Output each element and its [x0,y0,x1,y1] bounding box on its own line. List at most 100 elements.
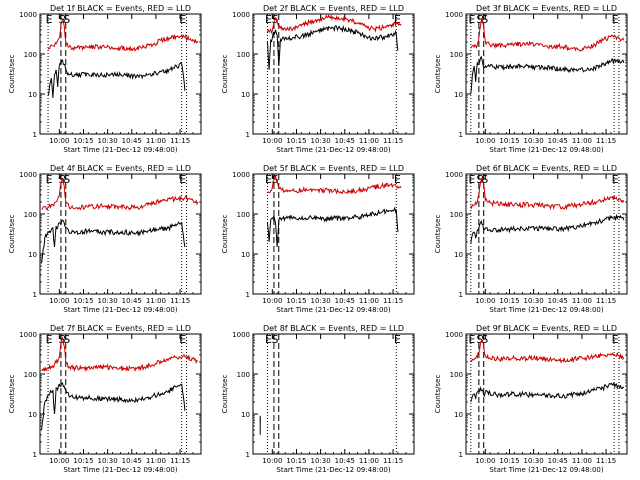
x-tick-label: 10:30 [524,137,544,145]
chart-title: Det 9f BLACK = Events, RED = LLD [476,324,617,333]
x-tick-label: 10:15 [499,137,519,145]
x-tick-label: 11:15 [596,457,616,465]
x-tick-label: 10:15 [499,297,519,305]
x-tick-label: 10:30 [524,457,544,465]
y-tick-label: 1 [33,451,37,459]
chart-title: Det 2f BLACK = Events, RED = LLD [263,4,404,13]
x-tick-label: 10:30 [98,137,118,145]
chart-panel: Det 7f BLACK = Events, RED = LLD 1 10 100 10… [8,324,202,474]
plot-frame [465,13,628,135]
x-tick-label: 10:15 [286,457,306,465]
y-tick-label: 1000 [445,11,463,19]
marker-label: S [481,13,488,26]
x-tick-label: 10:45 [335,297,355,305]
x-tick-label: 11:00 [572,297,592,305]
marker-label: E [394,333,401,346]
chart-panel: Det 3f BLACK = Events, RED = LLD 1 10 100 10… [434,4,628,154]
y-tick-label: 1000 [19,11,37,19]
x-axis-label: Start Time (21-Dec-12 09:48:00) [276,306,390,314]
y-tick-label: 10 [454,251,463,259]
y-tick-label: 100 [237,371,250,379]
y-tick-label: 1000 [232,171,250,179]
plot-frame [252,333,415,455]
events-series-line [470,55,625,95]
marker-label: S [63,173,70,186]
y-tick-label: 1 [246,131,250,139]
x-tick-label: 10:30 [524,297,544,305]
chart-title: Det 3f BLACK = Events, RED = LLD [476,4,617,13]
x-tick-label: 10:00 [262,297,282,305]
lld-series-line [470,17,625,52]
plot-frame [252,13,415,135]
x-axis-label: Start Time (21-Dec-12 09:48:00) [489,466,603,474]
x-axis-label: Start Time (21-Dec-12 09:48:00) [63,466,177,474]
x-tick-label: 10:30 [98,297,118,305]
chart-title: Det 7f BLACK = Events, RED = LLD [50,324,191,333]
marker-label: E [612,13,619,26]
y-tick-label: 10 [241,251,250,259]
y-tick-label: 1000 [19,331,37,339]
events-series-line [267,206,399,248]
marker-label: E [265,333,272,346]
y-tick-label: 100 [237,211,250,219]
x-tick-label: 10:15 [286,137,306,145]
x-tick-label: 10:30 [311,297,331,305]
x-axis-label: Start Time (21-Dec-12 09:48:00) [276,466,390,474]
chart-title: Det 8f BLACK = Events, RED = LLD [263,324,404,333]
y-axis-label: Counts/sec [8,215,16,254]
y-tick-label: 1000 [232,11,250,19]
marker-label: E [46,173,53,186]
events-series-line [470,213,625,244]
marker-label: S [481,173,488,186]
chart-panel: Det 9f BLACK = Events, RED = LLD 1 10 100 10… [434,324,628,474]
y-tick-label: 10 [241,411,250,419]
x-tick-label: 11:15 [170,297,190,305]
marker-label: S [58,13,65,26]
y-tick-label: 1 [459,451,463,459]
y-axis-label: Counts/sec [8,375,16,414]
x-tick-label: 10:15 [73,297,93,305]
chart-panel: Det 4f BLACK = Events, RED = LLD 1 10 100 10… [8,164,202,314]
x-tick-label: 11:00 [359,297,379,305]
chart-title: Det 5f BLACK = Events, RED = LLD [263,164,404,173]
y-tick-label: 100 [450,211,463,219]
marker-label: E [468,13,475,26]
marker-label: E [179,173,186,186]
x-axis-label: Start Time (21-Dec-12 09:48:00) [489,306,603,314]
chart-panel: Det 2f BLACK = Events, RED = LLD 1 10 100 10… [221,4,415,154]
y-tick-label: 100 [24,211,37,219]
lld-series-line [41,336,199,373]
marker-label: E [468,333,475,346]
y-tick-label: 1000 [445,171,463,179]
x-tick-label: 11:15 [170,137,190,145]
x-tick-label: 10:00 [262,457,282,465]
x-tick-label: 10:45 [548,137,568,145]
y-tick-label: 10 [241,91,250,99]
events-series-line [41,219,186,263]
y-tick-label: 100 [24,371,37,379]
y-tick-label: 1000 [445,331,463,339]
x-tick-label: 10:30 [311,457,331,465]
y-tick-label: 10 [28,251,37,259]
marker-label: E [265,173,272,186]
y-axis-label: Counts/sec [434,375,442,414]
lld-series-line [47,19,199,52]
x-axis-label: Start Time (21-Dec-12 09:48:00) [276,146,390,154]
y-axis-label: Counts/sec [8,55,16,94]
marker-label: S [63,13,70,26]
lld-series-line [267,174,402,195]
y-tick-label: 100 [237,51,250,59]
x-tick-label: 10:45 [335,457,355,465]
y-tick-label: 1 [33,131,37,139]
y-tick-label: 10 [28,91,37,99]
x-axis-label: Start Time (21-Dec-12 09:48:00) [63,306,177,314]
marker-label: E [612,173,619,186]
marker-label: S [476,13,483,26]
x-tick-label: 10:45 [122,457,142,465]
marker-label: E [468,173,475,186]
x-tick-label: 11:00 [146,297,166,305]
x-tick-label: 10:30 [98,457,118,465]
marker-label: E [394,173,401,186]
marker-label: E [179,13,186,26]
x-tick-label: 11:00 [359,137,379,145]
